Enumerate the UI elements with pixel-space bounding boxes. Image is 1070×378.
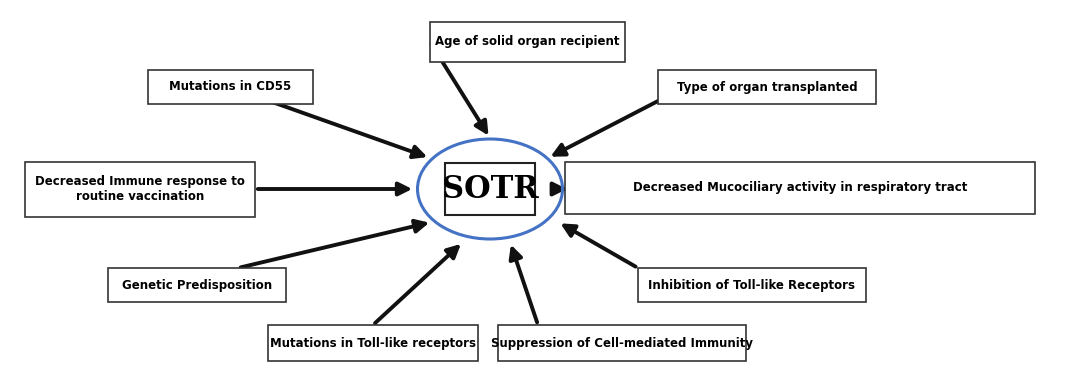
Text: Mutations in CD55: Mutations in CD55 xyxy=(169,81,292,93)
Text: Type of organ transplanted: Type of organ transplanted xyxy=(676,81,857,93)
FancyBboxPatch shape xyxy=(498,325,746,361)
FancyBboxPatch shape xyxy=(268,325,478,361)
Text: Age of solid organ recipient: Age of solid organ recipient xyxy=(435,36,620,48)
FancyBboxPatch shape xyxy=(148,70,314,104)
Text: Genetic Predisposition: Genetic Predisposition xyxy=(122,279,272,291)
Text: SOTR: SOTR xyxy=(442,174,538,204)
Text: Decreased Mucociliary activity in respiratory tract: Decreased Mucociliary activity in respir… xyxy=(632,181,967,195)
FancyBboxPatch shape xyxy=(25,162,255,217)
Text: Inhibition of Toll-like Receptors: Inhibition of Toll-like Receptors xyxy=(648,279,856,291)
FancyBboxPatch shape xyxy=(638,268,866,302)
Text: Mutations in Toll-like receptors: Mutations in Toll-like receptors xyxy=(270,336,476,350)
Text: Decreased Immune response to
routine vaccination: Decreased Immune response to routine vac… xyxy=(35,175,245,203)
FancyBboxPatch shape xyxy=(430,22,625,62)
FancyBboxPatch shape xyxy=(565,162,1035,214)
Text: Suppression of Cell-mediated Immunity: Suppression of Cell-mediated Immunity xyxy=(491,336,753,350)
FancyBboxPatch shape xyxy=(108,268,286,302)
FancyBboxPatch shape xyxy=(658,70,876,104)
FancyBboxPatch shape xyxy=(445,163,535,215)
